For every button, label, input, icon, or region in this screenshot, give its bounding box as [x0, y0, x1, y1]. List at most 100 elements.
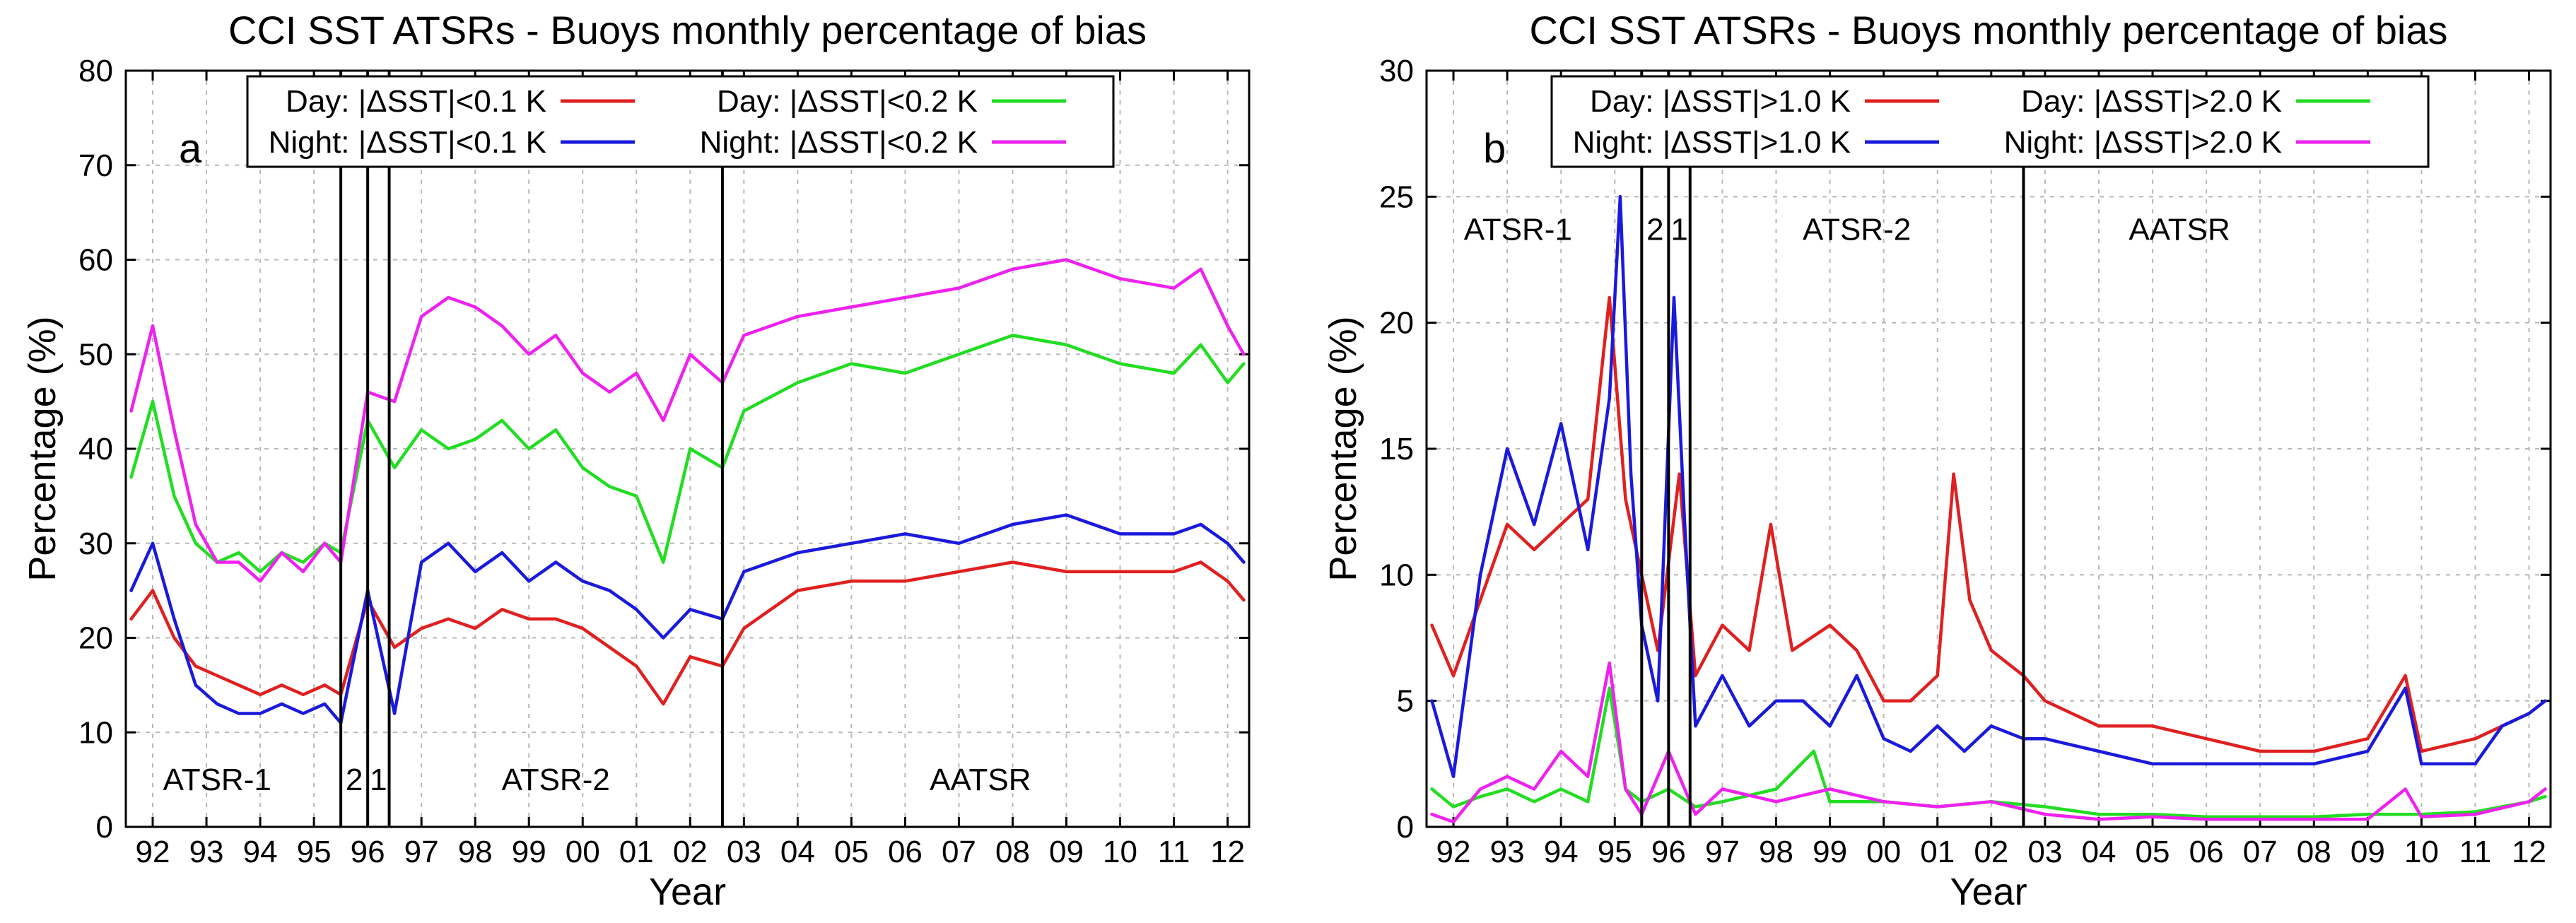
chart-title: CCI SST ATSRs - Buoys monthly percentage…	[1530, 8, 2448, 52]
data-point	[1559, 522, 1563, 527]
data-point	[2312, 815, 2316, 818]
y-tick-label: 30	[1379, 54, 1414, 88]
y-tick-label: 10	[1379, 558, 1414, 592]
data-point	[608, 645, 611, 649]
data-point	[1855, 674, 1858, 678]
data-point	[1532, 548, 1536, 551]
data-point	[850, 541, 853, 545]
instrument-label: ATSR-1	[163, 763, 271, 797]
data-point	[742, 626, 746, 630]
x-tick-label: 11	[1158, 835, 1190, 869]
data-point	[301, 560, 305, 564]
data-point	[129, 617, 133, 621]
data-point	[1656, 699, 1660, 702]
data-point	[280, 551, 283, 555]
data-point	[2527, 800, 2531, 804]
data-point	[850, 362, 853, 365]
data-point	[237, 683, 240, 687]
data-point	[2204, 818, 2208, 821]
x-tick-label: 04	[780, 835, 815, 869]
x-tick-label: 00	[1866, 835, 1901, 869]
data-point	[1989, 649, 1994, 652]
data-point	[2097, 749, 2101, 753]
data-point	[796, 551, 800, 555]
x-tick-label: 95	[1598, 835, 1632, 869]
data-point	[2043, 812, 2047, 816]
data-point	[608, 589, 611, 592]
data-point	[2150, 815, 2155, 818]
data-point	[608, 390, 611, 394]
x-tick-label: 94	[243, 835, 278, 869]
legend-label: Day: |ΔSST|<0.2 K	[717, 84, 978, 119]
x-tick-label: 96	[1651, 835, 1686, 869]
data-point	[1721, 787, 1724, 791]
data-point	[500, 608, 504, 611]
data-point	[2404, 674, 2407, 678]
series-line-2	[1430, 195, 2547, 778]
data-point	[392, 399, 397, 404]
data-point	[172, 617, 176, 621]
data-point	[1451, 805, 1456, 809]
data-point	[2204, 815, 2208, 818]
chart-panel-a: CCI SST ATSRs - Buoys monthly percentage…	[21, 8, 1251, 913]
data-point	[1430, 812, 1434, 816]
data-point	[1505, 522, 1509, 527]
x-tick-label: 09	[1049, 835, 1084, 869]
data-point	[581, 371, 585, 375]
chart-title: CCI SST ATSRs - Buoys monthly percentage…	[228, 8, 1147, 52]
data-point	[662, 702, 665, 706]
data-point	[581, 466, 585, 469]
data-point	[1172, 286, 1176, 290]
y-tick-label: 50	[78, 337, 113, 372]
data-point	[1882, 699, 1885, 702]
data-point	[1618, 195, 1622, 199]
x-tick-label: 03	[2027, 835, 2062, 869]
data-point	[2473, 762, 2477, 766]
data-point	[1011, 522, 1014, 527]
x-tick-label: 02	[673, 835, 708, 869]
data-point	[1011, 267, 1014, 271]
data-point	[2366, 749, 2370, 753]
x-tick-label: 08	[995, 835, 1030, 869]
data-point	[280, 683, 283, 687]
data-point	[216, 702, 219, 706]
data-point	[1451, 820, 1456, 824]
data-point	[957, 541, 961, 545]
x-tick-label: 03	[727, 835, 761, 869]
data-point	[1828, 623, 1832, 627]
x-tick-label: 07	[942, 835, 976, 869]
data-point	[527, 580, 531, 583]
data-point	[237, 551, 240, 555]
data-point	[1882, 800, 1885, 804]
data-point	[1559, 787, 1563, 791]
data-point	[742, 570, 746, 574]
data-point	[1532, 800, 1536, 804]
data-point	[1172, 371, 1176, 375]
data-point	[1430, 699, 1434, 702]
instrument-label: 1	[370, 763, 387, 797]
data-point	[473, 626, 477, 630]
data-point	[446, 617, 450, 621]
data-point	[2366, 812, 2370, 816]
data-point	[957, 286, 961, 290]
data-point	[500, 324, 504, 328]
data-point	[1882, 736, 1885, 741]
data-point	[301, 712, 305, 715]
data-point	[1430, 787, 1434, 791]
y-tick-label: 40	[78, 432, 113, 466]
y-tick-label: 20	[1379, 306, 1414, 341]
data-point	[662, 418, 665, 423]
data-point	[903, 295, 907, 300]
plot-frame	[1425, 69, 2552, 828]
data-point	[194, 683, 198, 687]
data-point	[1586, 548, 1590, 551]
data-point	[850, 305, 853, 309]
x-axis-label: Year	[649, 871, 726, 913]
y-tick-label: 0	[96, 810, 113, 845]
data-point	[1608, 661, 1611, 665]
data-point	[323, 683, 327, 687]
data-point	[2404, 686, 2407, 690]
legend-label: Night: |ΔSST|<0.1 K	[269, 125, 546, 160]
data-point	[1532, 522, 1536, 527]
